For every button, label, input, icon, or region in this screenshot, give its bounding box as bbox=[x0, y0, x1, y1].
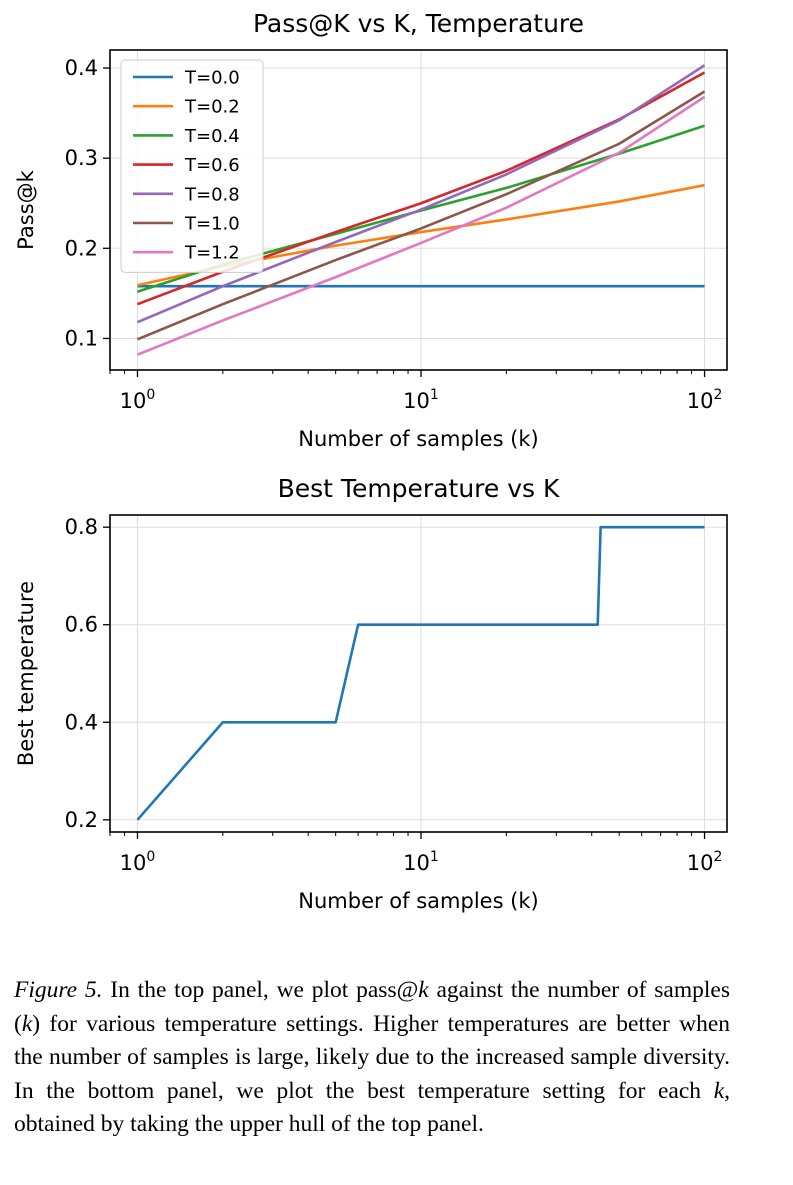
figure-caption: Figure 5. In the top panel, we plot pass… bbox=[14, 974, 730, 1142]
caption-label: Figure 5. bbox=[14, 977, 103, 1003]
y-tick-label: 0.3 bbox=[65, 146, 98, 170]
legend-entry: T=1.0 bbox=[184, 214, 240, 235]
x-tick-label: 100 bbox=[120, 387, 156, 413]
y-tick-label: 0.2 bbox=[65, 236, 98, 260]
y-tick-label: 0.8 bbox=[65, 515, 98, 539]
x-tick-exponent: 2 bbox=[713, 387, 722, 403]
caption-math: k bbox=[21, 1010, 33, 1037]
x-tick-label: 100 bbox=[120, 849, 156, 875]
x-tick-exponent: 0 bbox=[146, 849, 155, 865]
x-tick-base: 10 bbox=[120, 389, 147, 413]
caption-text: , obtained by taking the upper hull of t… bbox=[14, 1077, 730, 1138]
x-tick-exponent: 0 bbox=[146, 387, 155, 403]
x-tick-exponent: 2 bbox=[713, 849, 722, 865]
x-tick-base: 10 bbox=[120, 851, 147, 875]
caption-math: k bbox=[713, 1077, 725, 1104]
caption-text: against the number of samples ( bbox=[14, 977, 730, 1037]
x-tick-base: 10 bbox=[403, 389, 430, 413]
legend-entry: T=0.4 bbox=[184, 126, 240, 147]
legend-box bbox=[120, 59, 264, 273]
y-tick-label: 0.4 bbox=[65, 710, 98, 734]
top-axes-frame bbox=[109, 49, 728, 371]
x-tick-base: 10 bbox=[687, 389, 714, 413]
legend-entry: T=0.2 bbox=[184, 97, 240, 118]
x-tick-label: 102 bbox=[687, 387, 723, 413]
y-tick-label: 0.1 bbox=[65, 326, 98, 350]
series-line-0 bbox=[136, 525, 705, 821]
legend: T=0.0 T=0.2 T=0.4 T=0.6 T=0.8 T=1.0 T=1.2 bbox=[120, 59, 264, 273]
series-line-T=1.0 bbox=[136, 90, 706, 341]
x-tick-label: 101 bbox=[403, 849, 439, 875]
caption-body: In the top panel, we plot pass@k against… bbox=[14, 977, 730, 1137]
bottom-chart-title: Best Temperature vs K bbox=[278, 474, 560, 503]
legend-entry: T=0.0 bbox=[184, 68, 240, 89]
top-y-axis-label: Pass@k bbox=[14, 169, 38, 249]
x-tick-exponent: 1 bbox=[430, 387, 439, 403]
x-tick-base: 10 bbox=[403, 851, 430, 875]
x-tick-base: 10 bbox=[687, 851, 714, 875]
legend-entry: T=0.6 bbox=[184, 155, 240, 176]
caption-text: In the top panel, we plot pass@ bbox=[102, 977, 419, 1003]
x-tick-exponent: 1 bbox=[430, 849, 439, 865]
y-tick-label: 0.2 bbox=[65, 808, 98, 832]
caption-math: k bbox=[418, 977, 429, 1003]
bottom-axes-frame bbox=[109, 514, 728, 833]
series-line-T=0.8 bbox=[136, 64, 706, 324]
x-tick-label: 102 bbox=[687, 849, 723, 875]
bottom-y-axis-label: Best temperature bbox=[14, 581, 38, 766]
legend-entry: T=1.2 bbox=[184, 243, 240, 264]
legend-entry: T=0.8 bbox=[184, 184, 240, 205]
caption-text: ) for various temperature settings. High… bbox=[14, 1010, 730, 1104]
y-tick-label: 0.6 bbox=[65, 613, 98, 637]
series-line-T=1.2 bbox=[136, 95, 706, 356]
bottom-x-axis-label: Number of samples (k) bbox=[298, 889, 538, 913]
y-tick-label: 0.4 bbox=[65, 56, 98, 80]
top-x-axis-label: Number of samples (k) bbox=[298, 427, 538, 451]
x-tick-label: 101 bbox=[403, 387, 439, 413]
top-chart-title: Pass@K vs K, Temperature bbox=[253, 9, 584, 38]
